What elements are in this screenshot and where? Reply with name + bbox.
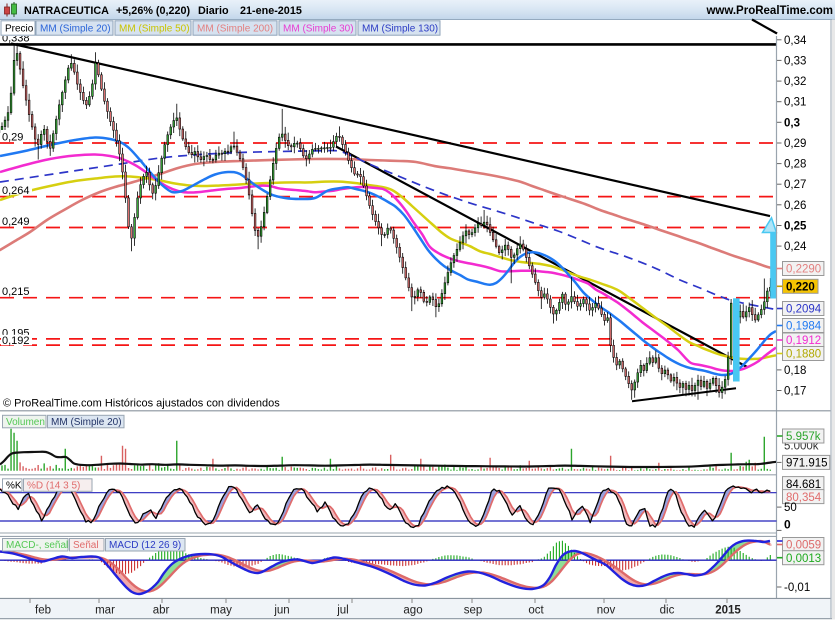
svg-text:MM (Simple 50): MM (Simple 50) xyxy=(119,24,190,35)
svg-text:0,1912: 0,1912 xyxy=(786,335,821,347)
svg-text:0,24: 0,24 xyxy=(784,241,807,253)
svg-text:ago: ago xyxy=(403,605,422,617)
svg-text:0,249: 0,249 xyxy=(2,216,30,228)
svg-text:www.ProRealTime.com: www.ProRealTime.com xyxy=(705,5,833,17)
svg-text:Precio: Precio xyxy=(5,24,34,35)
svg-text:0,192: 0,192 xyxy=(2,335,30,347)
svg-text:2015: 2015 xyxy=(715,605,741,617)
svg-text:0: 0 xyxy=(784,518,791,532)
svg-text:84.681: 84.681 xyxy=(786,479,821,491)
svg-text:5.957k: 5.957k xyxy=(786,431,821,443)
svg-text:MM (Simple 30): MM (Simple 30) xyxy=(283,24,354,35)
svg-text:0,32: 0,32 xyxy=(784,76,806,88)
svg-text:sep: sep xyxy=(464,605,483,617)
svg-text:0,264: 0,264 xyxy=(2,185,30,197)
svg-text:0,2290: 0,2290 xyxy=(786,264,821,276)
svg-text:0,25: 0,25 xyxy=(784,221,807,233)
svg-text:0,1984: 0,1984 xyxy=(786,321,822,333)
svg-text:oct: oct xyxy=(528,605,544,617)
svg-text:Diario: Diario xyxy=(198,5,229,17)
svg-text:may: may xyxy=(210,605,232,617)
svg-text:%D (14 3 5): %D (14 3 5) xyxy=(27,481,80,492)
svg-text:MM (Simple 130): MM (Simple 130) xyxy=(362,24,438,35)
svg-text:MM (Simple 20): MM (Simple 20) xyxy=(40,24,111,35)
svg-text:0,29: 0,29 xyxy=(2,132,23,144)
svg-text:0,220: 0,220 xyxy=(786,282,815,294)
svg-text:Volumen: Volumen xyxy=(6,417,45,428)
svg-text:MM (Simple 20): MM (Simple 20) xyxy=(51,417,122,428)
svg-text:21-ene-2015: 21-ene-2015 xyxy=(240,5,302,17)
svg-text:0,26: 0,26 xyxy=(784,200,806,212)
svg-text:0,1880: 0,1880 xyxy=(786,349,821,361)
svg-text:abr: abr xyxy=(153,605,170,617)
svg-text:MM (Simple 200): MM (Simple 200) xyxy=(197,24,273,35)
svg-text:Señal: Señal xyxy=(73,540,99,551)
svg-text:© ProRealTime.com Históricos: © ProRealTime.com Históricos ajustados c… xyxy=(3,398,280,410)
svg-text:0,28: 0,28 xyxy=(784,159,806,171)
svg-text:0,33: 0,33 xyxy=(784,55,806,67)
svg-text:+5,26% (0,220): +5,26% (0,220) xyxy=(116,5,191,17)
svg-text:-0,01: -0,01 xyxy=(784,582,810,594)
svg-text:nov: nov xyxy=(597,605,616,617)
svg-text:MACD (12 26 9): MACD (12 26 9) xyxy=(109,540,181,551)
svg-text:0,0013: 0,0013 xyxy=(786,553,821,565)
svg-text:NATRACEUTICA: NATRACEUTICA xyxy=(24,5,109,17)
svg-text:0,0059: 0,0059 xyxy=(786,540,821,552)
svg-text:50: 50 xyxy=(784,502,797,514)
svg-text:0,31: 0,31 xyxy=(784,97,806,109)
svg-text:0,215: 0,215 xyxy=(2,286,30,298)
svg-text:0,29: 0,29 xyxy=(784,138,806,150)
svg-text:%K: %K xyxy=(6,481,22,492)
svg-text:dic: dic xyxy=(660,605,675,617)
svg-text:0,18: 0,18 xyxy=(784,365,806,377)
svg-text:jun: jun xyxy=(273,605,289,617)
svg-text:0,34: 0,34 xyxy=(784,35,807,47)
svg-text:jul: jul xyxy=(336,605,349,617)
svg-text:mar: mar xyxy=(95,605,115,617)
svg-text:80,354: 80,354 xyxy=(786,492,822,504)
svg-text:0,2094: 0,2094 xyxy=(786,304,822,316)
svg-text:971.915: 971.915 xyxy=(786,458,828,470)
svg-text:0,27: 0,27 xyxy=(784,179,806,191)
svg-text:feb: feb xyxy=(35,605,51,617)
svg-text:MACD-, señal: MACD-, señal xyxy=(6,540,68,551)
svg-text:0,17: 0,17 xyxy=(784,386,806,398)
svg-text:0,3: 0,3 xyxy=(784,117,800,129)
